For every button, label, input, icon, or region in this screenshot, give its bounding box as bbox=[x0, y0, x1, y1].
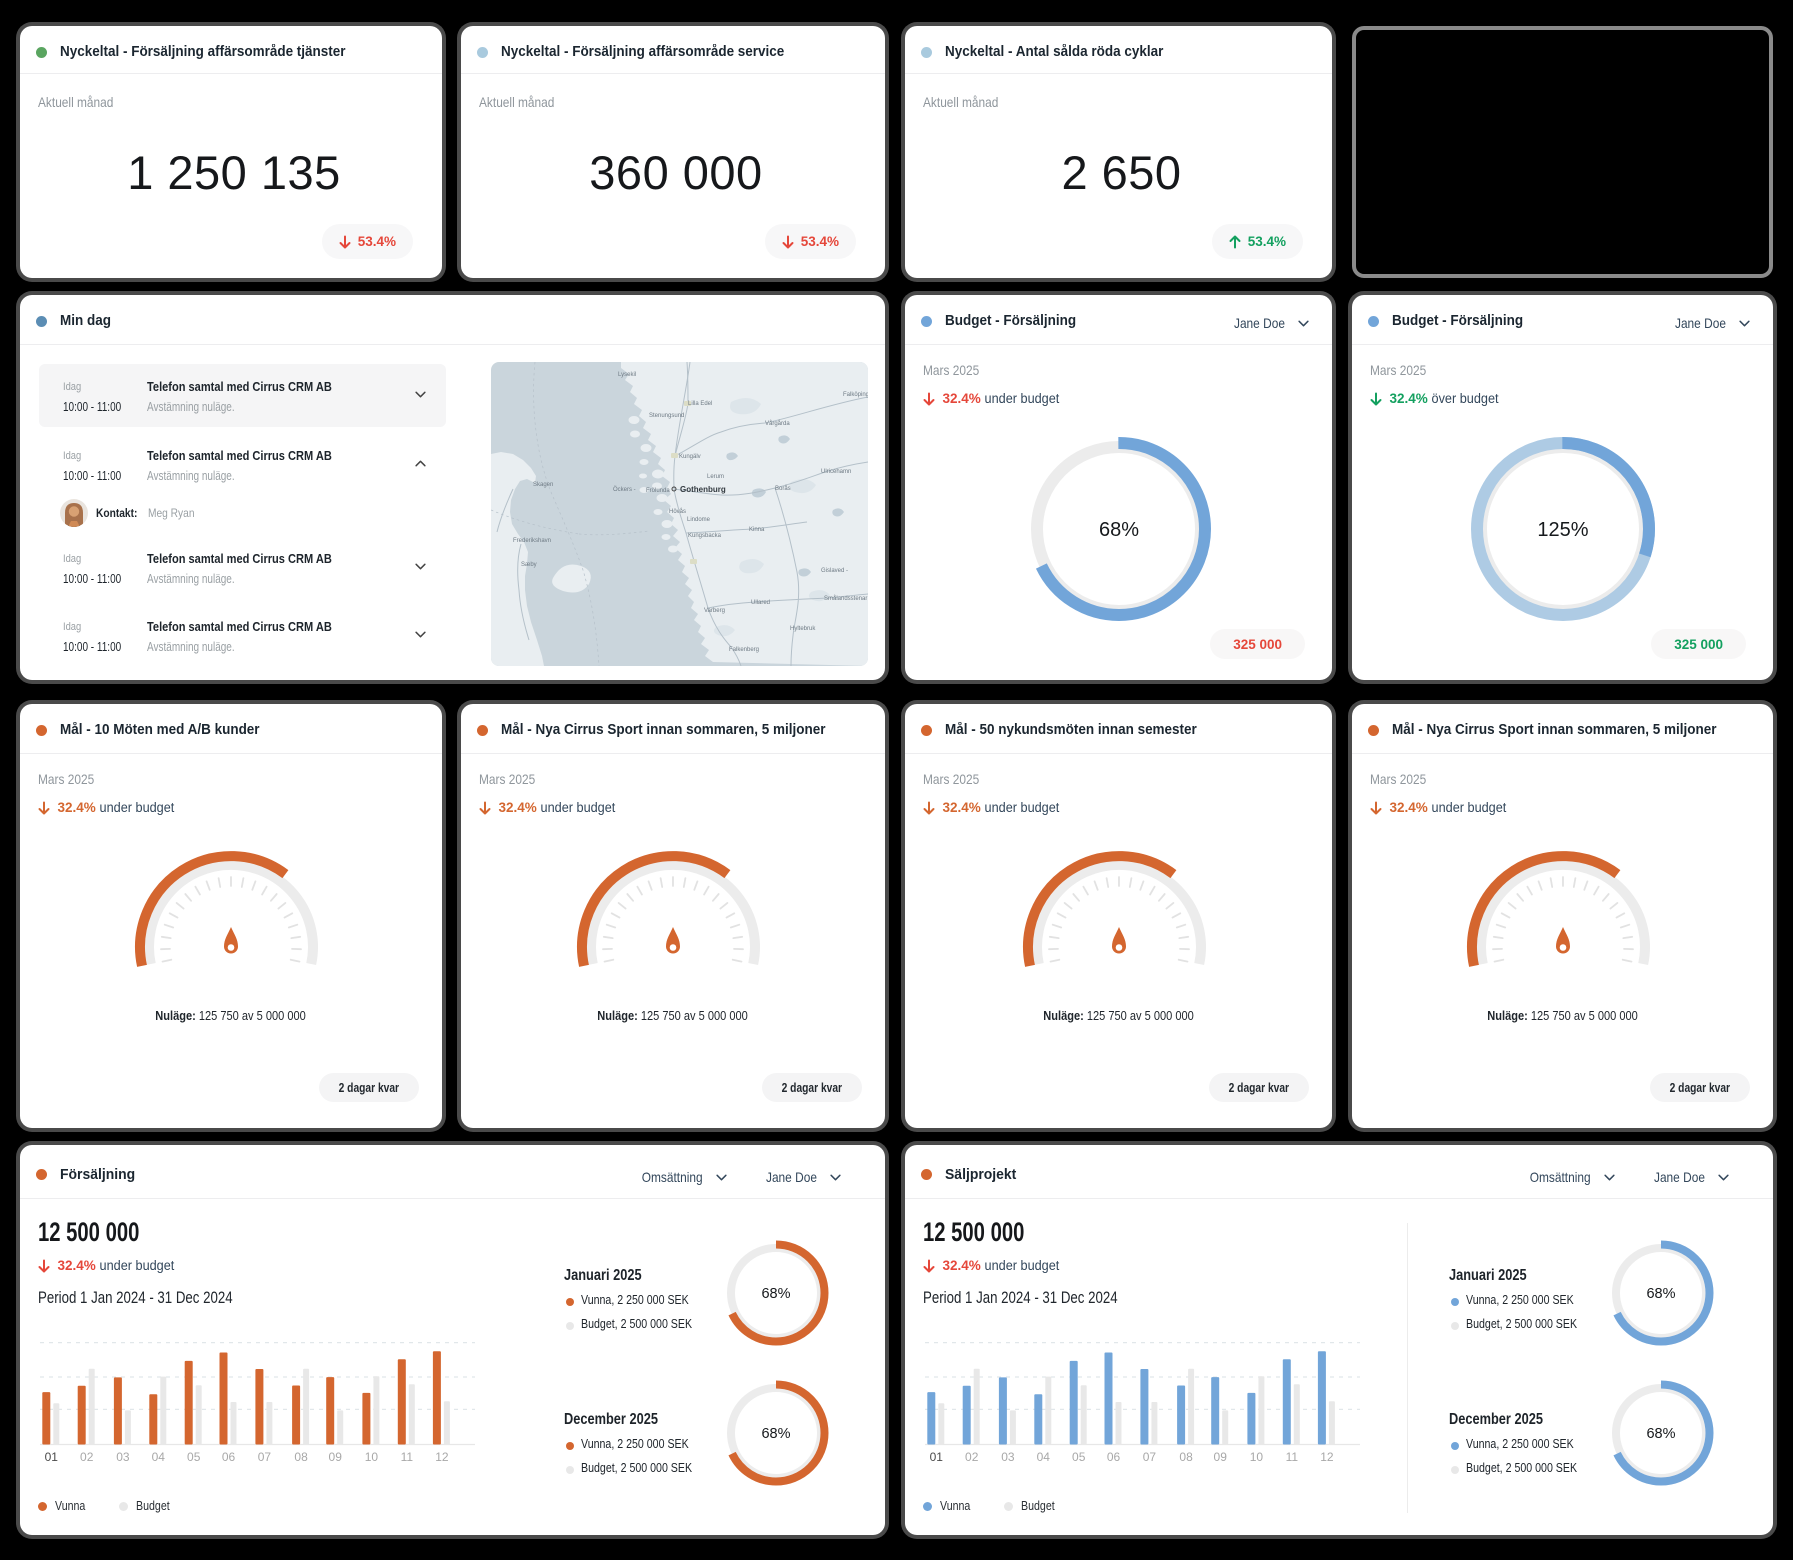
svg-text:09: 09 bbox=[1214, 1450, 1228, 1464]
svg-text:Kungälv: Kungälv bbox=[679, 454, 701, 460]
svg-text:02: 02 bbox=[80, 1450, 94, 1464]
svg-text:Gislaved -: Gislaved - bbox=[821, 568, 848, 574]
svg-text:12: 12 bbox=[1320, 1450, 1334, 1464]
svg-text:68%: 68% bbox=[1646, 1286, 1675, 1302]
svg-text:Sæby: Sæby bbox=[521, 562, 537, 568]
svg-text:Gothenburg: Gothenburg bbox=[680, 485, 726, 494]
svg-text:Hövås: Hövås bbox=[669, 508, 686, 515]
svg-text:Lysekil: Lysekil bbox=[618, 372, 636, 378]
svg-text:68%: 68% bbox=[761, 1426, 790, 1442]
svg-text:05: 05 bbox=[1072, 1450, 1086, 1464]
svg-text:Kungsbacka: Kungsbacka bbox=[688, 533, 722, 539]
svg-text:10: 10 bbox=[1250, 1450, 1264, 1464]
svg-text:03: 03 bbox=[1001, 1450, 1015, 1464]
svg-text:08: 08 bbox=[1179, 1450, 1193, 1464]
svg-text:04: 04 bbox=[1037, 1450, 1051, 1464]
svg-text:Hyltebruk: Hyltebruk bbox=[790, 626, 816, 632]
svg-text:06: 06 bbox=[1107, 1450, 1121, 1464]
svg-text:09: 09 bbox=[329, 1450, 343, 1464]
svg-text:Falkenberg: Falkenberg bbox=[729, 647, 759, 653]
svg-text:68%: 68% bbox=[1098, 519, 1138, 541]
svg-text:05: 05 bbox=[187, 1450, 201, 1464]
svg-text:Vårgårda: Vårgårda bbox=[765, 420, 790, 427]
svg-text:Ulricehamn: Ulricehamn bbox=[821, 469, 851, 475]
svg-text:Smålandsstenar: Smålandsstenar bbox=[824, 595, 867, 602]
svg-text:Varberg: Varberg bbox=[704, 608, 725, 614]
svg-text:01: 01 bbox=[930, 1450, 944, 1464]
svg-text:68%: 68% bbox=[1646, 1426, 1675, 1442]
svg-text:06: 06 bbox=[222, 1450, 236, 1464]
svg-text:08: 08 bbox=[294, 1450, 308, 1464]
svg-text:12: 12 bbox=[435, 1450, 449, 1464]
svg-text:Ullared: Ullared bbox=[751, 600, 770, 606]
svg-text:Stenungsund: Stenungsund bbox=[649, 413, 684, 419]
svg-text:Frederikshavn: Frederikshavn bbox=[513, 538, 551, 544]
svg-text:07: 07 bbox=[1143, 1450, 1157, 1464]
svg-text:04: 04 bbox=[152, 1450, 166, 1464]
svg-text:01: 01 bbox=[45, 1450, 59, 1464]
svg-text:Lerum: Lerum bbox=[707, 474, 724, 480]
svg-text:11: 11 bbox=[1286, 1450, 1299, 1464]
svg-text:Lilla Edel: Lilla Edel bbox=[688, 401, 712, 407]
svg-text:Öckers -: Öckers - bbox=[613, 486, 636, 493]
svg-text:Kinna: Kinna bbox=[749, 527, 765, 533]
svg-text:Lindome: Lindome bbox=[687, 517, 711, 523]
svg-text:Falköping: Falköping bbox=[843, 392, 868, 398]
svg-text:Frölunda: Frölunda bbox=[646, 488, 670, 494]
svg-text:68%: 68% bbox=[761, 1286, 790, 1302]
svg-text:11: 11 bbox=[401, 1450, 414, 1464]
svg-text:02: 02 bbox=[965, 1450, 979, 1464]
svg-text:10: 10 bbox=[365, 1450, 379, 1464]
svg-text:Borås: Borås bbox=[775, 485, 791, 492]
svg-text:125%: 125% bbox=[1537, 519, 1588, 541]
svg-text:03: 03 bbox=[116, 1450, 130, 1464]
svg-text:Skagen: Skagen bbox=[533, 482, 553, 488]
svg-text:07: 07 bbox=[258, 1450, 272, 1464]
